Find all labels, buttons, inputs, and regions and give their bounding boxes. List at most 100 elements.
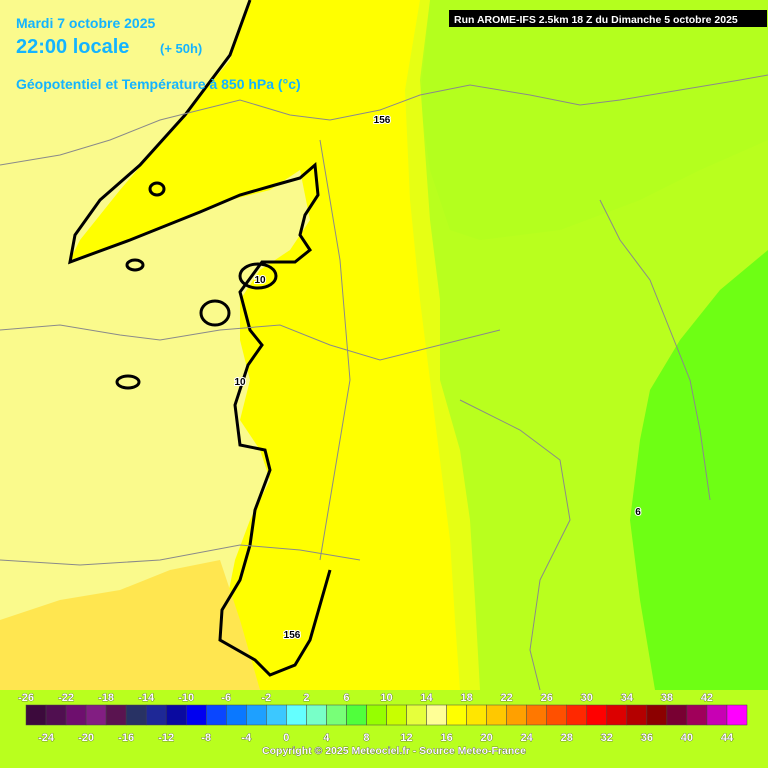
colorbar-label: 10 (380, 692, 392, 704)
colorbar-swatch (206, 704, 227, 726)
colorbar-swatch (266, 704, 287, 726)
colorbar-swatch (45, 704, 67, 726)
contour-island (148, 181, 166, 197)
run-info: Run AROME-IFS 2.5km 18 Z du Dimanche 5 o… (454, 14, 738, 26)
colorbar-swatch (706, 704, 728, 726)
contour-island (199, 299, 231, 327)
colorbar: -26-24-22-20-18-16-14-12-10-8-6-4-202468… (18, 692, 748, 744)
colorbar-label: 2 (303, 692, 309, 704)
date: Mardi 7 octobre 2025 (16, 15, 155, 31)
copyright: Copyright © 2025 Meteociel.fr - Source M… (262, 745, 526, 757)
header: Mardi 7 octobre 2025 22:00 locale (+ 50h… (16, 10, 767, 92)
contour-label: 10 (254, 275, 266, 286)
colorbar-label: 12 (400, 732, 412, 744)
borders (0, 74, 768, 691)
border-line (319, 139, 351, 561)
colorbar-swatch (726, 704, 748, 726)
colorbar-label: 8 (363, 732, 369, 744)
colorbar-swatch (606, 704, 628, 726)
field-pale-yellow (0, 0, 310, 690)
contour-island (125, 258, 145, 272)
colorbar-label: 32 (601, 732, 613, 744)
colorbar-label: 24 (521, 732, 534, 744)
colorbar-swatch (145, 704, 167, 726)
contour-label: 10 (234, 377, 246, 388)
colorbar-label: 22 (501, 692, 513, 704)
colorbar-swatch (226, 704, 247, 726)
contour-line (68, 0, 332, 677)
colorbar-label: -26 (18, 692, 34, 704)
colorbar-label: 20 (481, 732, 493, 744)
field-green (630, 250, 768, 690)
contour-label: 6 (635, 507, 641, 518)
colorbar-label: 36 (641, 732, 653, 744)
colorbar-swatch (366, 704, 387, 726)
contour-island (115, 374, 141, 390)
colorbar-label: -22 (58, 692, 74, 704)
colorbar-swatch (566, 704, 588, 726)
colorbar-swatch (646, 704, 668, 726)
colorbar-swatch (506, 704, 527, 726)
colorbar-swatch (85, 704, 107, 726)
colorbar-label: -14 (138, 692, 155, 704)
colorbar-swatch (185, 704, 207, 726)
colorbar-label: 16 (440, 732, 452, 744)
colorbar-label: -6 (221, 692, 231, 704)
colorbar-swatch (486, 704, 507, 726)
colorbar-swatch (586, 704, 608, 726)
colorbar-label: 30 (581, 692, 593, 704)
colorbar-label: -24 (38, 732, 55, 744)
colorbar-swatch (386, 704, 407, 726)
border-line (0, 74, 768, 166)
colorbar-label: 34 (621, 692, 634, 704)
colorbar-swatch (306, 704, 327, 726)
colorbar-swatch (526, 704, 547, 726)
field-orange-yellow (0, 560, 260, 690)
colorbar-label: 40 (681, 732, 693, 744)
time: 22:00 locale (16, 36, 129, 58)
colorbar-label: 26 (541, 692, 553, 704)
colorbar-label: 28 (561, 732, 573, 744)
colorbar-swatch (125, 704, 147, 726)
colorbar-label: -4 (241, 732, 252, 744)
contour-island (238, 262, 278, 290)
border-line (459, 399, 571, 691)
colorbar-label: -12 (158, 732, 174, 744)
colorbar-swatch (466, 704, 487, 726)
run-box (449, 10, 767, 27)
colorbar-label: -8 (201, 732, 211, 744)
colorbar-label: 38 (661, 692, 673, 704)
border-line (0, 544, 361, 566)
colorbar-swatch (286, 704, 307, 726)
colorbar-swatch (105, 704, 127, 726)
colorbar-swatch (65, 704, 87, 726)
colorbar-swatch (446, 704, 467, 726)
colorbar-swatch (346, 704, 367, 726)
colorbar-label: -2 (261, 692, 271, 704)
colorbar-swatch (686, 704, 708, 726)
border-line (0, 324, 501, 361)
colorbar-label: -10 (178, 692, 194, 704)
colorbar-label: 14 (420, 692, 433, 704)
parameter: Géopotentiel et Température à 850 hPa (°… (16, 76, 301, 92)
colorbar-swatch (426, 704, 447, 726)
field-yellow-green-top (420, 0, 768, 240)
colorbar-label: 0 (283, 732, 289, 744)
colorbar-swatch (326, 704, 347, 726)
colorbar-swatch (165, 704, 187, 726)
border-line (599, 199, 711, 501)
colorbar-label: -18 (98, 692, 114, 704)
colorbar-label: 18 (460, 692, 472, 704)
colorbar-label: 44 (721, 732, 734, 744)
colorbar-label: 6 (343, 692, 349, 704)
colorbar-label: 42 (701, 692, 713, 704)
colorbar-label: -16 (118, 732, 134, 744)
colorbar-swatch (25, 704, 47, 726)
lead-time: (+ 50h) (160, 41, 202, 56)
colorbar-label: 4 (323, 732, 330, 744)
contour-label: 156 (374, 115, 391, 126)
colorbar-swatch (666, 704, 688, 726)
contour-label: 156 (284, 630, 301, 641)
